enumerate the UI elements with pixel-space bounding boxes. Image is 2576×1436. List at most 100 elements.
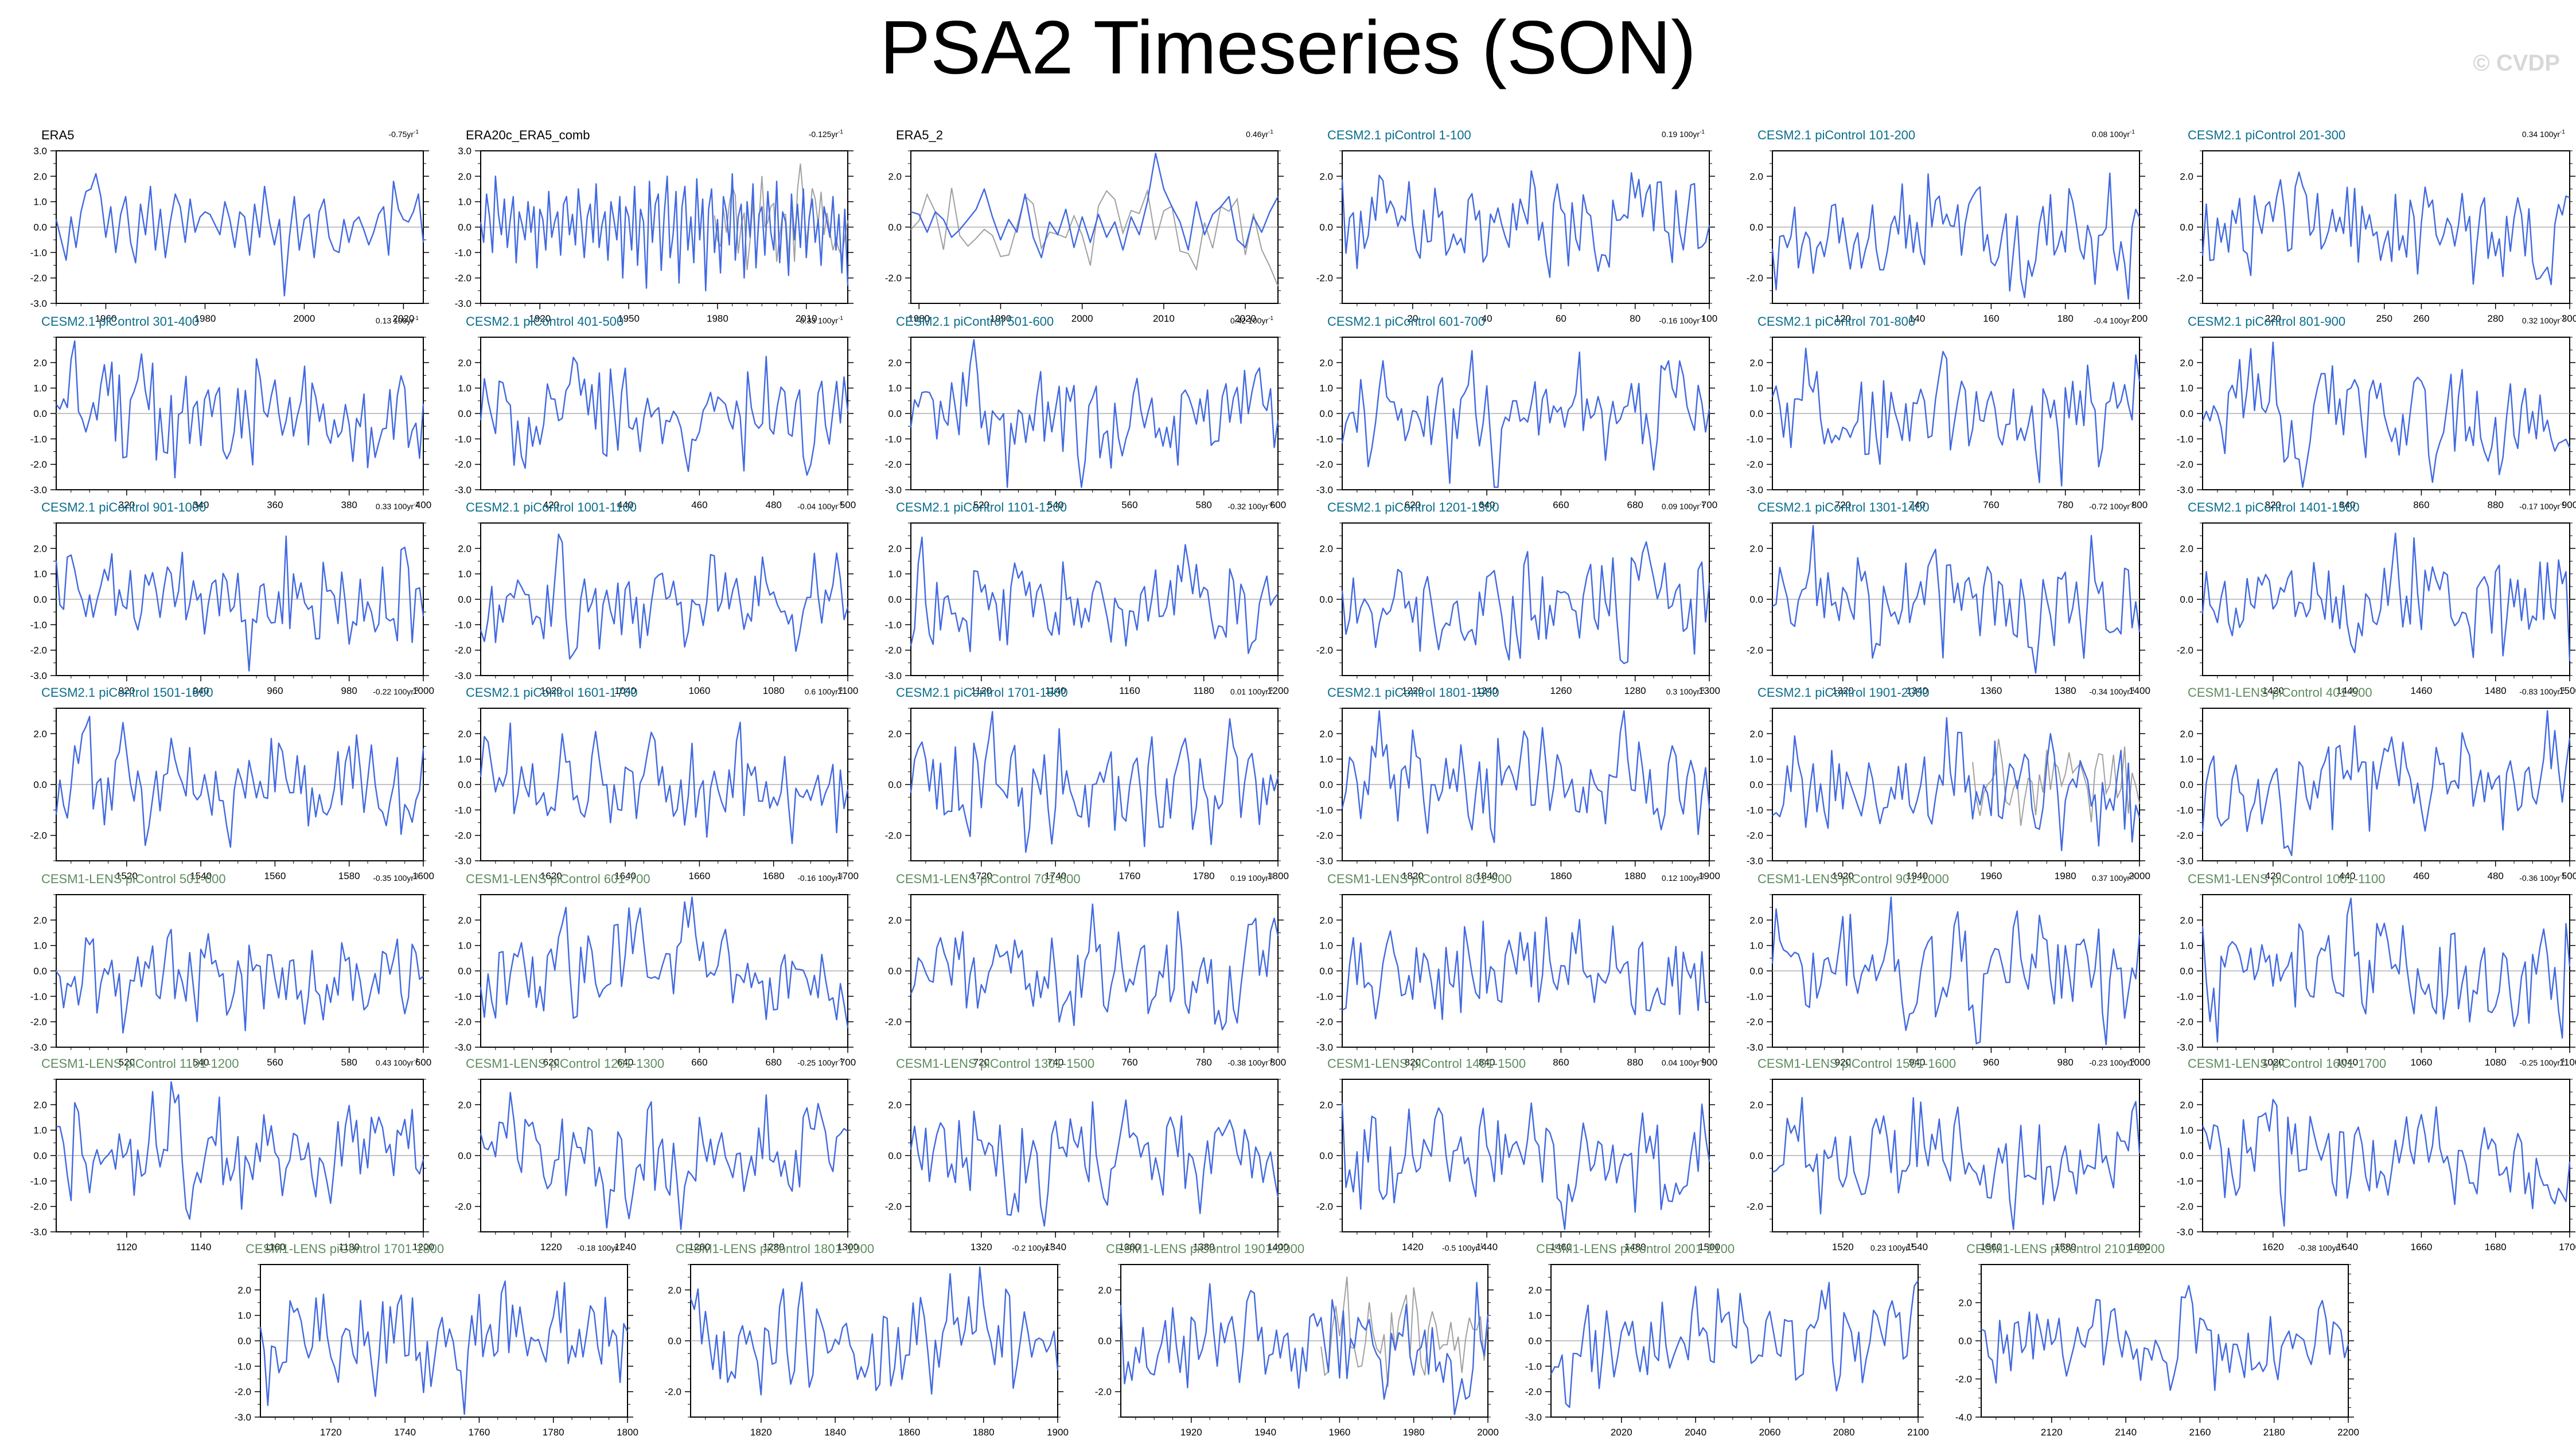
timeseries-panel: CESM2.1 piControl 1001-1100 -0.04 100yr-1… (455, 500, 859, 696)
y-tick-label: -2.0 (1316, 830, 1333, 841)
timeseries-panel: CESM1-LENS piControl 1601-1700 -0.25 100y… (2177, 1056, 2576, 1252)
y-tick-label: -2.0 (455, 1201, 471, 1212)
x-tick-label: 220 (2265, 313, 2281, 324)
trend-label: -0.22 100yr-1 (373, 686, 419, 696)
x-tick-label: 540 (193, 1057, 209, 1068)
y-tick-label: 1.0 (2180, 754, 2193, 765)
y-tick-label: -2.0 (1747, 459, 1763, 470)
series-line (480, 1091, 848, 1230)
x-tick-label: 1020 (2262, 1057, 2284, 1068)
series-line (910, 1099, 1279, 1227)
x-tick-label: 660 (691, 1057, 707, 1068)
y-tick-label: 2.0 (2180, 915, 2193, 926)
y-tick-label: -1.0 (2177, 991, 2193, 1002)
y-tick-label: 2.0 (2180, 728, 2193, 739)
trend-superscript: -1 (2560, 1058, 2565, 1064)
x-tick-label: 260 (2413, 313, 2429, 324)
y-tick-label: -3.0 (885, 485, 902, 495)
series-line (1772, 1096, 2141, 1230)
x-tick-label: 800 (1270, 1057, 1286, 1068)
x-tick-label: 1500 (2559, 685, 2576, 696)
x-tick-label: 1920 (1832, 871, 1854, 881)
x-tick-label: 1140 (1045, 685, 1066, 696)
panel-label: CESM1-LENS piControl 1601-1700 (2188, 1056, 2386, 1071)
y-tick-label: -1.0 (235, 1361, 251, 1372)
trend-superscript: -1 (2560, 315, 2565, 322)
x-tick-label: 140 (1909, 313, 1925, 324)
x-tick-label: 380 (341, 500, 357, 510)
y-tick-label: 2.0 (888, 171, 902, 182)
trend-label: 0.23 100yr-1 (1870, 1243, 1914, 1252)
x-tick-label: 200 (2131, 313, 2148, 324)
y-tick-label: -2.0 (885, 1017, 902, 1028)
x-tick-label: 440 (617, 500, 633, 510)
x-tick-label: 1500 (1698, 1242, 1720, 1252)
series-line (1772, 717, 2141, 852)
y-tick-label: 0.0 (458, 1150, 471, 1161)
x-tick-label: 1840 (824, 1427, 846, 1436)
panel-label: CESM1-LENS piControl 1701-1800 (245, 1242, 444, 1256)
panel-label: CESM2.1 piControl 101-200 (1757, 128, 1915, 142)
x-tick-label: 2200 (2337, 1427, 2359, 1436)
y-tick-label: 2.0 (1958, 1298, 1972, 1309)
x-tick-label: 1760 (1119, 871, 1141, 881)
x-tick-label: 1420 (2262, 685, 2284, 696)
y-tick-label: 0.0 (1319, 594, 1333, 605)
series-line (56, 340, 424, 479)
x-tick-label: 800 (2131, 500, 2148, 510)
series-line (1341, 170, 1710, 278)
x-tick-label: 2100 (1907, 1427, 1929, 1436)
series-line (910, 339, 1279, 488)
x-tick-label: 1640 (614, 871, 636, 881)
x-tick-label: 480 (766, 500, 782, 510)
trend-label: -0.23 100yr-1 (2089, 1058, 2135, 1067)
y-tick-label: 2.0 (2180, 1099, 2193, 1110)
y-tick-label: 0.0 (33, 594, 47, 605)
y-tick-label: 2.0 (33, 357, 47, 368)
timeseries-panel: CESM2.1 piControl 601-700 -0.16 100yr-1 2.… (1316, 314, 1717, 510)
x-tick-label: 1800 (617, 1427, 638, 1436)
series-line (910, 711, 1279, 853)
x-tick-label: 940 (1909, 1057, 1925, 1068)
trend-superscript: -1 (414, 315, 419, 322)
trend-superscript: -1 (838, 315, 843, 322)
x-tick-label: 1280 (763, 1242, 785, 1252)
x-tick-label: 860 (2413, 500, 2429, 510)
obs-overlay-line (714, 163, 848, 270)
x-tick-label: 1820 (750, 1427, 772, 1436)
x-tick-label: 120 (1835, 313, 1851, 324)
x-tick-label: 1240 (614, 1242, 636, 1252)
series-line (2201, 171, 2570, 286)
y-tick-label: 1.0 (33, 569, 47, 580)
y-tick-label: 2.0 (2180, 357, 2193, 368)
y-tick-label: 2.0 (2180, 171, 2193, 182)
trend-superscript: -1 (1268, 686, 1273, 693)
x-tick-label: 1700 (2559, 1242, 2576, 1252)
y-tick-label: -3.0 (1747, 485, 1763, 495)
trend-superscript: -1 (1908, 1243, 1914, 1249)
y-tick-label: 0.0 (1958, 1336, 1972, 1347)
trend-superscript: -1 (1700, 501, 1705, 508)
x-tick-label: 860 (1553, 1057, 1569, 1068)
y-tick-label: 2.0 (33, 171, 47, 182)
trend-superscript: -1 (2130, 1058, 2135, 1064)
x-tick-label: 1340 (1906, 685, 1928, 696)
trend-label: -0.75yr-1 (389, 129, 419, 139)
trend-label: -0.35 100yr-1 (373, 873, 419, 883)
panel-label: CESM1-LENS piControl 701-800 (896, 872, 1081, 886)
y-tick-label: -2.0 (885, 273, 902, 284)
x-tick-label: 1140 (190, 1242, 212, 1252)
x-tick-label: 920 (119, 685, 135, 696)
x-tick-label: 320 (119, 500, 135, 510)
y-tick-label: 2.0 (33, 915, 47, 926)
y-tick-label: 2.0 (458, 728, 471, 739)
trend-label: 0.33 100yr-1 (376, 501, 419, 511)
y-tick-label: 0.0 (1319, 222, 1333, 233)
x-tick-label: 1800 (1267, 871, 1289, 881)
x-tick-label: 1860 (899, 1427, 921, 1436)
y-tick-label: 2.0 (888, 1099, 902, 1110)
y-tick-label: -1.0 (455, 619, 471, 630)
x-tick-label: 1160 (264, 1242, 286, 1252)
y-tick-label: 0.0 (668, 1336, 681, 1347)
y-tick-label: 0.0 (888, 594, 902, 605)
